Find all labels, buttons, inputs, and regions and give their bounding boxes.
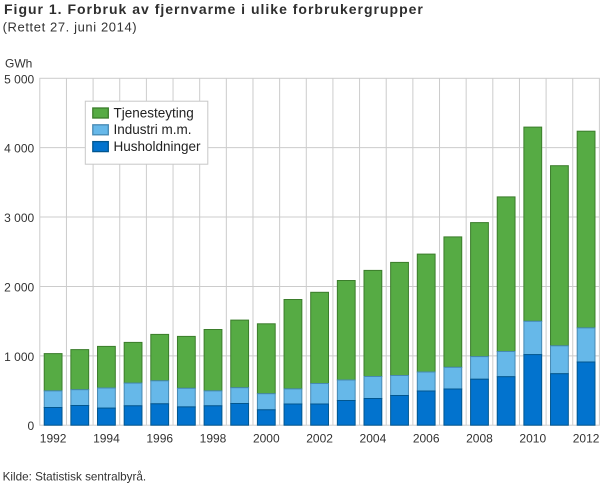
svg-text:1992: 1992 bbox=[40, 432, 67, 446]
svg-text:Figur 1. Forbruk av fjernvarme: Figur 1. Forbruk av fjernvarme i ulike f… bbox=[4, 1, 424, 17]
svg-text:1996: 1996 bbox=[146, 432, 173, 446]
svg-text:2 000: 2 000 bbox=[4, 280, 34, 294]
svg-text:1994: 1994 bbox=[93, 432, 120, 446]
svg-text:Industri m.m.: Industri m.m. bbox=[114, 122, 192, 137]
svg-text:2004: 2004 bbox=[360, 432, 387, 446]
svg-text:Husholdninger: Husholdninger bbox=[114, 139, 202, 154]
svg-text:2012: 2012 bbox=[573, 432, 600, 446]
svg-text:0: 0 bbox=[28, 419, 35, 433]
svg-text:2006: 2006 bbox=[413, 432, 440, 446]
svg-text:2000: 2000 bbox=[253, 432, 280, 446]
svg-text:4 000: 4 000 bbox=[4, 142, 34, 156]
svg-text:Tjenesteyting: Tjenesteyting bbox=[114, 105, 194, 120]
svg-text:2010: 2010 bbox=[519, 432, 546, 446]
svg-text:Kilde: Statistisk sentralbyrå.: Kilde: Statistisk sentralbyrå. bbox=[3, 471, 147, 484]
svg-text:2002: 2002 bbox=[306, 432, 333, 446]
svg-text:2008: 2008 bbox=[466, 432, 493, 446]
svg-text:GWh: GWh bbox=[5, 56, 32, 70]
svg-text:1 000: 1 000 bbox=[4, 350, 34, 364]
svg-text:3 000: 3 000 bbox=[4, 211, 34, 225]
svg-text:1998: 1998 bbox=[200, 432, 227, 446]
svg-text:(Rettet 27. juni 2014): (Rettet 27. juni 2014) bbox=[3, 20, 138, 35]
svg-text:5 000: 5 000 bbox=[4, 72, 34, 86]
